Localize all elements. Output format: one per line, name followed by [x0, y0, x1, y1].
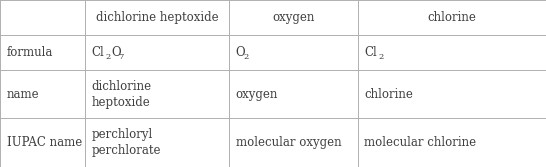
- Text: oxygen: oxygen: [236, 88, 278, 101]
- Text: perchloryl
perchlorate: perchloryl perchlorate: [91, 128, 161, 157]
- Text: 7: 7: [118, 53, 124, 61]
- Text: Cl: Cl: [364, 46, 377, 59]
- Text: dichlorine heptoxide: dichlorine heptoxide: [96, 11, 218, 24]
- Text: molecular chlorine: molecular chlorine: [364, 136, 476, 149]
- Text: 2: 2: [243, 53, 248, 61]
- Text: chlorine: chlorine: [428, 11, 476, 24]
- Text: IUPAC name: IUPAC name: [7, 136, 82, 149]
- Text: oxygen: oxygen: [272, 11, 314, 24]
- Text: molecular oxygen: molecular oxygen: [236, 136, 341, 149]
- Text: O: O: [236, 46, 246, 59]
- Text: O: O: [111, 46, 121, 59]
- Text: chlorine: chlorine: [364, 88, 413, 101]
- Text: formula: formula: [7, 46, 53, 59]
- Text: dichlorine
heptoxide: dichlorine heptoxide: [91, 80, 151, 109]
- Text: name: name: [7, 88, 39, 101]
- Text: 2: 2: [379, 53, 384, 61]
- Text: 2: 2: [106, 53, 111, 61]
- Text: Cl: Cl: [91, 46, 104, 59]
